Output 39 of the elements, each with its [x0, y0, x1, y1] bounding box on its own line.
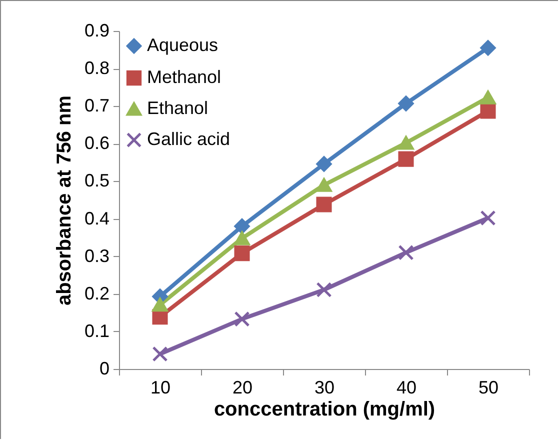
- legend-label: Methanol: [147, 67, 222, 87]
- y-tick-label: 0.5: [84, 170, 110, 191]
- x-tick-label: 40: [396, 378, 417, 398]
- y-axis-title: absorbance at 756 nm: [53, 95, 76, 306]
- point: [234, 231, 250, 246]
- point: [398, 136, 414, 150]
- x-axis-title: conccentration (mg/ml): [214, 398, 436, 420]
- point: [398, 244, 414, 260]
- legend-label: Gallic acid: [147, 129, 230, 149]
- point: [480, 103, 496, 119]
- point: [480, 90, 496, 104]
- x-tick-label: 20: [232, 378, 253, 398]
- point: [234, 246, 250, 262]
- point: [480, 210, 496, 226]
- point: [316, 178, 332, 192]
- y-tick-label: 0.9: [84, 20, 110, 40]
- y-tick-label: 0: [99, 358, 110, 378]
- x-tick-label: 30: [314, 378, 335, 398]
- y-tick-label: 0.6: [84, 133, 110, 154]
- y-tick-label: 0.2: [84, 283, 110, 304]
- point: [398, 151, 414, 167]
- point: [316, 196, 332, 212]
- y-tick-label: 0.3: [84, 246, 110, 266]
- point: [152, 298, 168, 312]
- y-tick-label: 0.8: [84, 58, 110, 78]
- y-tick-label: 0.7: [84, 96, 110, 116]
- y-tick-label: 0.4: [84, 208, 110, 228]
- y-tick-label: 0.1: [84, 320, 110, 341]
- legend-label: Aqueous: [147, 35, 218, 55]
- point: [234, 311, 250, 327]
- point: [316, 156, 332, 172]
- point: [234, 218, 250, 234]
- point: [152, 346, 168, 362]
- x-tick-label: 50: [478, 378, 499, 398]
- point: [316, 282, 332, 298]
- legend-label: Ethanol: [147, 98, 208, 118]
- point: [398, 96, 414, 112]
- point: [480, 40, 496, 56]
- x-tick-label: 10: [150, 378, 171, 398]
